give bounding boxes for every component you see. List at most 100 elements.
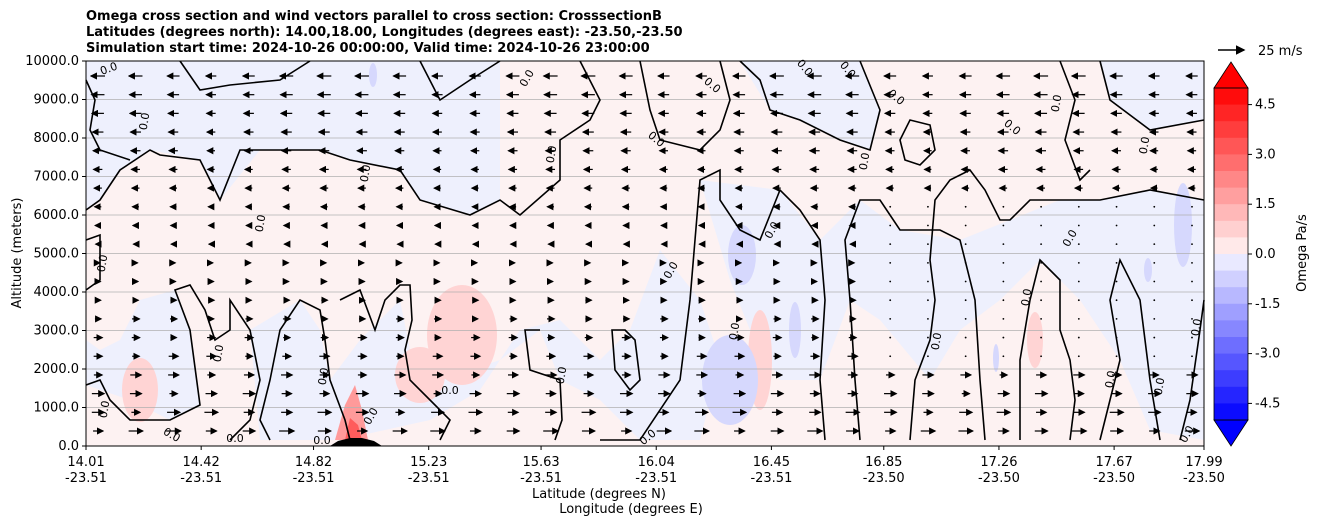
- wind-vector: [964, 261, 967, 264]
- colorbar-segment: [1214, 220, 1248, 238]
- colorbar-segment: [1214, 337, 1248, 355]
- negative-region-lower-left: [86, 290, 200, 420]
- wind-vector: [927, 355, 929, 358]
- wind-vector: [889, 317, 892, 320]
- wind-vector: [1077, 243, 1080, 246]
- contour-line-3: [85, 284, 261, 441]
- negative-core-5: [369, 63, 377, 87]
- contour-line-6: [524, 329, 563, 441]
- zero-contour-lines: [85, 60, 1205, 441]
- wind-vector: [1002, 299, 1005, 302]
- y-axis-label: Altitude (meters): [10, 198, 25, 309]
- contour-label-layer: 0.0 0.0 0.0 0.0 0.0 0.0 0.0 0.0 0.0 0.0 0.0 0.0 0.0 0…: [95, 57, 1205, 448]
- positive-core-5: [1027, 312, 1043, 368]
- wind-vector: [927, 205, 929, 208]
- wind-vector: [964, 205, 967, 208]
- wind-vector: [1191, 317, 1193, 320]
- colorbar-segment: [1214, 237, 1248, 255]
- x-tick-label-lon: -23.51: [293, 471, 335, 486]
- wind-vector: [1191, 224, 1193, 227]
- quiver-key: 25 m/s: [1218, 44, 1303, 59]
- x-axis-ticks: 14.01-23.5114.42-23.5114.82-23.5115.23-2…: [65, 446, 1225, 486]
- colorbar-segment: [1214, 403, 1248, 421]
- wind-vector: [1040, 224, 1043, 227]
- contour-line-11: [1019, 258, 1076, 441]
- wind-vector: [1002, 205, 1005, 208]
- y-tick-label: 8000.0: [34, 131, 80, 146]
- wind-vector: [1002, 280, 1005, 283]
- negative-core-6: [993, 344, 999, 372]
- wind-vector: [1115, 280, 1118, 283]
- contour-label: 0.0: [226, 432, 244, 445]
- x-tick-label-lon: -23.50: [863, 471, 905, 486]
- colorbar-tick-label: -1.5: [1255, 297, 1280, 312]
- wind-vector: [964, 355, 967, 358]
- colorbar-segment: [1214, 353, 1248, 371]
- contour-line-5: [339, 284, 451, 441]
- contour-line-4: [259, 298, 351, 441]
- contour-label: 0.0: [544, 145, 560, 164]
- contour-line-7: [600, 168, 826, 441]
- x-tick-label-lat: 14.42: [183, 455, 220, 470]
- negative-core-4: [1174, 183, 1192, 267]
- wind-vector: [927, 336, 929, 339]
- contour-line-14: [739, 60, 881, 152]
- wind-vector: [1077, 205, 1080, 208]
- x-axis-label-latitude: Latitude (degrees N): [532, 487, 666, 502]
- wind-vector: [1077, 261, 1080, 264]
- wind-vector: [889, 280, 892, 283]
- chart-title-line-3: Simulation start time: 2024-10-26 00:00:…: [86, 41, 650, 56]
- contour-label: 0.0: [1103, 370, 1119, 389]
- contour-label: 0.0: [98, 60, 119, 78]
- contour-line-9: [844, 199, 986, 441]
- x-tick-label-lat: 16.85: [865, 455, 902, 470]
- wind-vector: [927, 299, 929, 302]
- x-axis-label-longitude: Longitude (degrees E): [559, 502, 703, 517]
- wind-vector: [1115, 336, 1118, 339]
- x-tick-label-lon: -23.51: [520, 471, 562, 486]
- contour-line-21: [419, 60, 501, 102]
- wind-vector: [1115, 317, 1118, 320]
- contour-line-10: [909, 168, 1205, 441]
- contour-label: 0.0: [727, 322, 743, 341]
- wind-vector: [1153, 205, 1156, 208]
- wind-vector: [1115, 261, 1118, 264]
- colorbar-tick-label: -4.5: [1255, 396, 1280, 411]
- colorbar-max-extension: [1213, 61, 1249, 89]
- contour-line-20: [179, 60, 311, 91]
- wind-vector: [1153, 243, 1156, 246]
- wind-vector: [1040, 280, 1043, 283]
- negative-core-2: [728, 225, 756, 285]
- contour-label: 0.0: [929, 332, 945, 351]
- wind-vector: [889, 205, 892, 208]
- wind-vector: [1153, 280, 1156, 283]
- wind-vector: [1002, 224, 1005, 227]
- x-tick-label-lon: -23.50: [978, 471, 1020, 486]
- x-tick-label-lat: 17.67: [1096, 455, 1133, 470]
- y-tick-label: 1000.0: [34, 401, 80, 416]
- wind-vector: [1115, 243, 1118, 246]
- wind-vector: [964, 224, 967, 227]
- contour-line-15: [899, 119, 936, 166]
- x-tick-label-lon: -23.51: [180, 471, 222, 486]
- wind-vector-layer: [89, 72, 1201, 435]
- wind-vector: [1040, 355, 1043, 358]
- wind-vector: [1002, 355, 1005, 358]
- wind-vector: [927, 224, 929, 227]
- y-tick-label: 2000.0: [34, 362, 80, 377]
- wind-vector: [889, 336, 892, 339]
- y-tick-label: 7000.0: [34, 170, 80, 185]
- colorbar-segment: [1214, 88, 1248, 106]
- contour-label: 0.0: [95, 254, 111, 273]
- wind-vector: [1153, 299, 1156, 302]
- contour-label: 0.0: [97, 400, 113, 419]
- contour-label: 0.0: [857, 152, 873, 171]
- wind-vector: [1077, 317, 1080, 320]
- wind-vector: [964, 336, 967, 339]
- y-tick-label: 10000.0: [25, 54, 79, 69]
- chart-title-line-1: Omega cross section and wind vectors par…: [86, 9, 662, 24]
- terrain-mask: [330, 438, 382, 446]
- contour-line-2: [85, 233, 101, 291]
- wind-vector: [1153, 261, 1156, 264]
